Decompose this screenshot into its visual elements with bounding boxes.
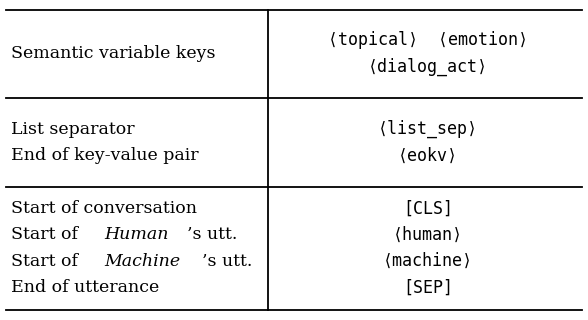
Text: ’s utt.: ’s utt. [188,226,238,244]
Text: Start of conversation: Start of conversation [11,200,196,217]
Text: ⟨machine⟩: ⟨machine⟩ [383,252,473,270]
Text: End of key-value pair: End of key-value pair [11,147,198,164]
Text: [CLS]: [CLS] [403,200,453,218]
Text: ⟨human⟩: ⟨human⟩ [393,226,463,244]
Text: Start of: Start of [11,252,83,270]
Text: Start of: Start of [11,226,83,244]
Text: Human: Human [104,226,169,244]
Text: [SEP]: [SEP] [403,278,453,296]
Text: ⟨eokv⟩: ⟨eokv⟩ [398,147,458,164]
Text: ⟨topical⟩  ⟨emotion⟩: ⟨topical⟩ ⟨emotion⟩ [328,31,528,49]
Text: ⟨list_sep⟩: ⟨list_sep⟩ [378,120,478,139]
Text: List separator: List separator [11,121,134,138]
Text: Semantic variable keys: Semantic variable keys [11,45,215,62]
Text: End of utterance: End of utterance [11,279,159,296]
Text: ’s utt.: ’s utt. [202,252,253,270]
Text: Machine: Machine [104,252,181,270]
Text: ⟨dialog_act⟩: ⟨dialog_act⟩ [368,57,488,76]
